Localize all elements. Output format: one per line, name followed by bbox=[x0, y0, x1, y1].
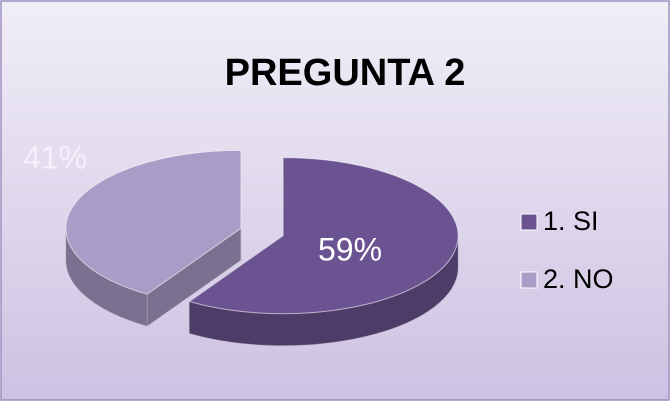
chart-title: PREGUNTA 2 bbox=[225, 52, 466, 94]
data-label: 59% bbox=[318, 231, 382, 267]
data-label: 41% bbox=[23, 139, 87, 175]
pie-slice bbox=[65, 149, 242, 295]
legend-label: 2. NO bbox=[543, 264, 614, 294]
legend-label: 1. SI bbox=[543, 206, 599, 236]
legend-swatch bbox=[520, 213, 538, 231]
legend-swatch bbox=[520, 271, 538, 289]
pie-slice bbox=[188, 157, 459, 315]
